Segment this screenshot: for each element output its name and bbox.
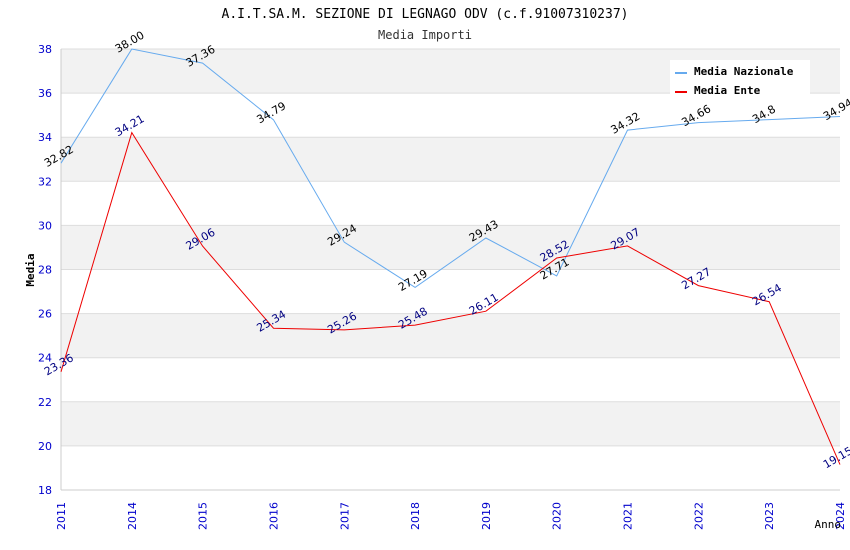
data-label: 27.19	[396, 267, 430, 294]
y-tick-label: 30	[38, 219, 52, 232]
x-tick-label: 2023	[763, 502, 776, 530]
data-label: 26.54	[750, 281, 784, 308]
x-axis-title: Anno	[815, 518, 842, 531]
x-tick-label: 2024	[834, 502, 847, 530]
legend-box	[670, 60, 810, 97]
x-tick-label: 2022	[692, 502, 705, 530]
y-tick-label: 18	[38, 484, 52, 497]
x-tick-label: 2018	[409, 502, 422, 530]
chart-subtitle: Media Importi	[378, 28, 472, 42]
y-axis-title: Media	[24, 253, 37, 286]
grid-band	[61, 401, 840, 446]
gridlines	[61, 48, 840, 491]
data-label: 34.66	[679, 102, 713, 129]
x-tick-label: 2017	[338, 502, 351, 530]
grid-band	[61, 313, 840, 358]
data-label: 34.79	[254, 99, 288, 126]
y-tick-label: 28	[38, 264, 52, 277]
data-label: 34.32	[609, 110, 643, 137]
grid-band	[61, 137, 840, 182]
y-tick-label: 22	[38, 396, 52, 409]
series-line-0	[60, 48, 841, 289]
legend-label-nazionale: Media Nazionale	[694, 65, 794, 78]
data-label: 34.21	[113, 112, 147, 139]
x-tick-label: 2015	[197, 502, 210, 530]
series-lines	[60, 48, 841, 465]
y-tick-label: 34	[38, 131, 52, 144]
x-tick-label: 2021	[622, 502, 635, 530]
y-axis-ticks: 18 20 22 24 26 28 30 32 34 36 38	[38, 43, 52, 497]
series-line-1	[60, 131, 841, 465]
x-tick-label: 2020	[551, 502, 564, 530]
y-tick-label: 20	[38, 440, 52, 453]
y-tick-label: 26	[38, 308, 52, 321]
data-label: 34.8	[750, 103, 778, 127]
chart-title: A.I.T.SA.M. SEZIONE DI LEGNAGO ODV (c.f.…	[222, 7, 629, 22]
x-tick-label: 2011	[55, 502, 68, 530]
y-tick-label: 24	[38, 352, 52, 365]
y-tick-label: 38	[38, 43, 52, 56]
data-label: 19.15	[821, 444, 850, 471]
x-tick-label: 2014	[126, 502, 139, 530]
plot-background-bands	[61, 49, 840, 446]
data-label: 34.94	[821, 96, 850, 123]
legend: Media Nazionale Media Ente	[670, 60, 810, 97]
x-tick-label: 2019	[480, 502, 493, 530]
y-tick-label: 32	[38, 175, 52, 188]
y-tick-label: 36	[38, 87, 52, 100]
x-tick-label: 2016	[267, 502, 280, 530]
x-axis-ticks: 2011 2014 2015 2016 2017 2018 2019 2020 2021 2022…	[55, 502, 847, 530]
legend-label-ente: Media Ente	[694, 84, 761, 97]
